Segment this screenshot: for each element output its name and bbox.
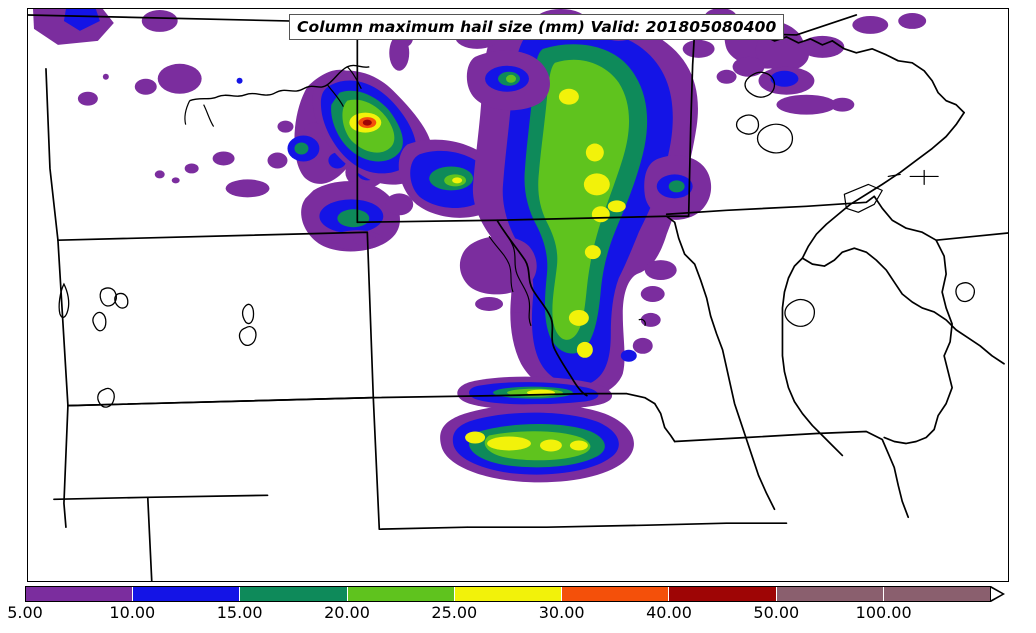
river-north-2 xyxy=(326,84,344,107)
border-ks-ok xyxy=(466,522,788,529)
colorbar-extend-arrow-fill xyxy=(991,587,1002,600)
river-missouri-ia xyxy=(665,215,776,511)
hail-cluster-kansas-south xyxy=(440,376,634,483)
border-ok-ar xyxy=(786,519,966,523)
map-title-box: Column maximum hail size (mm) Valid: 201… xyxy=(289,14,785,40)
river-north-5 xyxy=(203,104,215,127)
colorbar-tick-2: 15.00 xyxy=(216,603,263,622)
colorbar-tick-8: 100.00 xyxy=(855,603,912,622)
colorbar-segment-bin-50-100 xyxy=(776,587,884,601)
lake-west-1 xyxy=(58,282,70,319)
lake-wy-3 xyxy=(92,311,107,332)
colorbar-tick-6: 40.00 xyxy=(646,603,692,622)
lake-mn-1 xyxy=(784,298,816,327)
lake-wi-1 xyxy=(955,282,976,303)
river-braid-1 xyxy=(496,219,532,327)
colorbar: 5.00 10.00 15.00 20.00 25.00 30.00 40.00 50.00 1… xyxy=(0,586,1036,633)
border-ia-mn-north xyxy=(689,212,857,216)
border-il-wi xyxy=(935,232,1008,242)
hail-cluster-nebraska-main xyxy=(455,9,712,398)
colorbar-gradient-strip xyxy=(25,586,991,602)
lake-co-1 xyxy=(241,303,255,325)
border-ne-ks xyxy=(372,392,656,405)
lake-co-3 xyxy=(97,387,115,408)
isle-royale xyxy=(843,183,883,213)
colorbar-tick-0: 5.00 xyxy=(7,603,43,622)
border-ut-co-south xyxy=(146,496,153,581)
colorbar-segment-bin-15-20 xyxy=(240,587,348,601)
map-canvas xyxy=(28,9,1008,581)
map-title-text: Column maximum hail size (mm) Valid: 201… xyxy=(297,18,777,36)
colorbar-tick-3: 20.00 xyxy=(324,603,370,622)
river-braid-2 xyxy=(488,235,514,293)
lake-mn-2 xyxy=(744,71,776,98)
border-utah-east xyxy=(63,404,69,529)
colorbar-segment-bin-20-25 xyxy=(347,587,455,601)
border-wi-mi xyxy=(781,257,844,457)
border-sd-ne xyxy=(356,215,690,224)
colorbar-tick-1: 10.00 xyxy=(109,603,156,622)
border-idaho-east xyxy=(45,67,59,242)
lake-co-2 xyxy=(238,325,257,346)
border-ks-mo xyxy=(653,402,676,443)
border-mo-ok xyxy=(774,509,786,523)
hail-contour-field xyxy=(32,9,927,483)
colorbar-tick-4: 25.00 xyxy=(431,603,478,622)
border-sd-mn xyxy=(687,30,696,218)
state-boundaries xyxy=(28,14,1008,581)
border-mn-on xyxy=(831,40,965,114)
border-ut-az xyxy=(53,494,269,501)
lake-superior-north xyxy=(801,111,965,259)
colorbar-segment-bin-30-40 xyxy=(562,587,670,601)
border-ia-mo xyxy=(673,430,910,519)
colorbar-segment-bin-over100 xyxy=(883,587,990,601)
lake-wy-2 xyxy=(114,292,129,309)
border-colorado xyxy=(68,398,379,541)
map-panel xyxy=(27,8,1009,582)
lake-superior-south xyxy=(801,247,1005,365)
border-ia-mn xyxy=(665,195,876,216)
lake-mark-1 xyxy=(887,173,901,178)
border-co-nm-west xyxy=(268,495,380,529)
colorbar-segment-bin-25-30 xyxy=(454,587,563,601)
river-north-1 xyxy=(189,64,370,102)
river-north-3 xyxy=(346,66,362,89)
colorbar-tick-5: 30.00 xyxy=(538,603,585,622)
lakes-and-rivers xyxy=(58,64,976,408)
colorbar-tick-labels: 5.00 10.00 15.00 20.00 25.00 30.00 40.00 50.00 1… xyxy=(7,603,991,631)
colorbar-tick-7: 50.00 xyxy=(753,603,800,622)
border-co-east xyxy=(372,396,468,531)
colorbar-segment-bin-5-10 xyxy=(26,587,134,601)
border-ia-east-mississippi xyxy=(873,195,953,445)
mark-1 xyxy=(638,318,646,327)
colorbar-segment-bin-40-50 xyxy=(669,587,777,601)
lake-mn-4 xyxy=(735,114,760,135)
river-north-4 xyxy=(184,100,191,125)
colorbar-segment-bin-10-15 xyxy=(133,587,241,601)
lake-wy-1 xyxy=(99,287,117,307)
lake-mn-3 xyxy=(756,123,794,154)
river-missouri-ne xyxy=(496,219,588,397)
border-co-wy xyxy=(67,396,375,407)
